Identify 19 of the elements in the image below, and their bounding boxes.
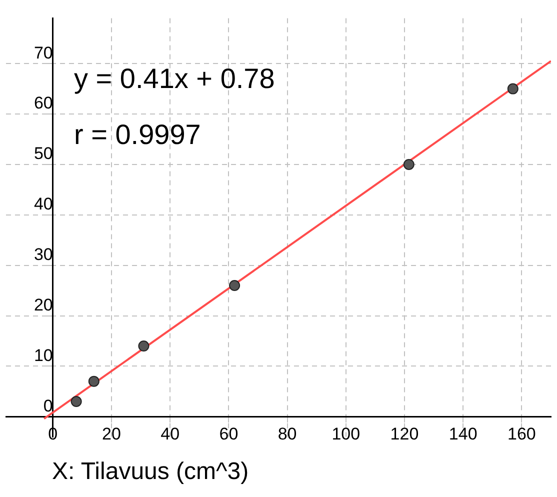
y-tick-label: 70: [34, 43, 53, 62]
y-tick-label: 0: [43, 396, 53, 416]
x-axis-title: X: Tilavuus (cm^3): [51, 457, 250, 487]
x-tick-label: 80: [278, 424, 297, 444]
y-tick-label: 50: [34, 144, 53, 164]
annotation: y = 0.41x + 0.78: [74, 62, 275, 94]
x-tick-label: 60: [219, 424, 238, 444]
y-tick-label: 20: [34, 295, 53, 314]
x-tick-label: 20: [102, 424, 121, 444]
y-tick-label: 60: [34, 94, 53, 113]
annotation: r = 0.9997: [74, 118, 201, 150]
y-tick-label: 40: [34, 194, 53, 214]
x-tick-label: 40: [160, 424, 180, 444]
x-tick-label: 100: [332, 424, 360, 444]
x-tick-label: 160: [508, 424, 536, 444]
y-tick-label: 10: [34, 346, 53, 365]
y-tick-label: 30: [34, 245, 53, 264]
x-tick-label: 140: [448, 424, 478, 444]
x-tick-label: 120: [390, 424, 419, 444]
